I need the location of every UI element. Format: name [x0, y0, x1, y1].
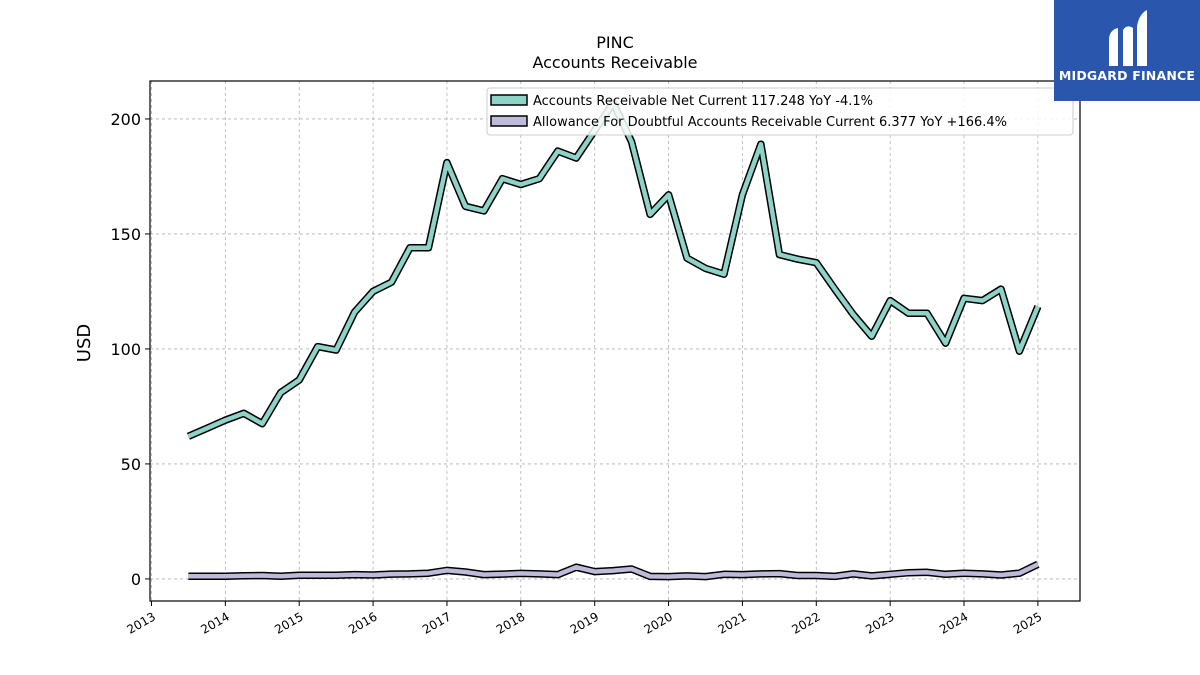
x-tick-label: 2020	[642, 609, 675, 636]
midgard-logo-icon	[1109, 10, 1147, 66]
y-tick-label: 150	[110, 225, 141, 244]
x-tick-label: 2016	[346, 609, 379, 636]
series-line-accounts-receivable-net-current	[187, 100, 1040, 439]
y-axis-label: USD	[74, 324, 95, 362]
legend-swatch	[490, 94, 528, 106]
x-tick-label: 2019	[568, 609, 601, 636]
legend-box	[486, 87, 1074, 136]
x-tick-label: 2015	[272, 609, 305, 636]
x-tick-label: 2021	[715, 609, 748, 636]
x-tick-label: 2024	[937, 609, 970, 636]
series-line-allowance-for-doubtful-accounts-receivable-current	[188, 562, 1039, 579]
chart-legend: Accounts Receivable Net Current 117.248 …	[486, 87, 1074, 136]
chart-subtitle: Accounts Receivable	[532, 53, 697, 72]
x-tick-label: 2013	[125, 609, 158, 636]
brand-name: MIDGARD FINANCE	[1058, 68, 1196, 83]
legend-swatch	[490, 115, 528, 127]
plot-frame	[149, 80, 1081, 602]
y-tick-label: 50	[121, 455, 141, 474]
brand-logo: MIDGARD FINANCE	[1054, 0, 1200, 101]
x-tick-label: 2018	[494, 609, 527, 636]
y-tick-label: 200	[110, 110, 141, 129]
y-tick-label: 0	[131, 570, 141, 589]
x-tick-label: 2014	[198, 609, 231, 636]
legend-entry-label: Allowance For Doubtful Accounts Receivab…	[533, 115, 1007, 130]
x-tick-label: 2017	[420, 609, 453, 636]
series-outline-accounts-receivable-net-current	[186, 99, 1042, 440]
x-tick-label: 2022	[789, 609, 822, 636]
chart-title: PINC	[596, 33, 634, 52]
x-tick-label: 2025	[1011, 609, 1044, 636]
x-tick-label: 2023	[863, 609, 896, 636]
y-tick-label: 100	[110, 340, 141, 359]
legend-entry-label: Accounts Receivable Net Current 117.248 …	[533, 94, 873, 109]
